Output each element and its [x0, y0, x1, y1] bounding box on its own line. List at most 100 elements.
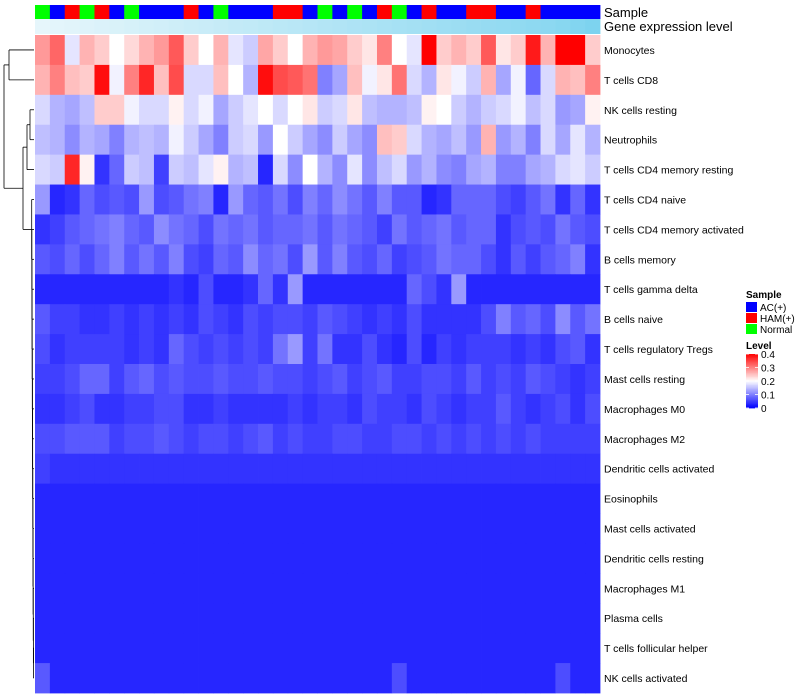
heatmap-cell — [213, 663, 229, 694]
heatmap-cell — [317, 274, 333, 305]
sample-annotation-cell — [183, 5, 199, 19]
heatmap-cell — [391, 423, 408, 455]
heatmap-cell — [79, 543, 95, 574]
sample-annotation-cell — [376, 5, 393, 19]
heatmap-cell — [481, 393, 497, 425]
heatmap-cell — [540, 214, 556, 245]
heatmap-cell — [272, 334, 289, 365]
heatmap-cell — [555, 35, 571, 66]
heatmap-cell — [451, 513, 467, 544]
heatmap-cell — [183, 35, 199, 66]
heatmap-cell — [228, 453, 244, 485]
heatmap-cell — [495, 184, 512, 215]
heatmap-cell — [258, 35, 274, 66]
heatmap-cell — [168, 64, 185, 96]
heatmap-cell — [109, 334, 125, 365]
colorbar-segment — [746, 398, 758, 401]
heatmap-cell — [376, 35, 393, 66]
heatmap-cell — [510, 184, 527, 215]
heatmap-cell — [109, 154, 125, 185]
heatmap-cell — [481, 94, 497, 126]
colorbar-segment — [746, 405, 758, 408]
heatmap-cell — [272, 364, 289, 395]
heatmap-cell — [555, 334, 571, 365]
colorbar-segment — [746, 375, 758, 378]
heatmap-cell — [436, 334, 452, 365]
heatmap-cell — [525, 274, 541, 305]
heatmap-cell — [287, 633, 304, 664]
heatmap-cell — [35, 274, 51, 305]
heatmap-cell — [243, 304, 259, 335]
heatmap-cell — [540, 663, 556, 694]
heatmap-cell — [302, 453, 318, 485]
heatmap-cell — [466, 393, 482, 425]
heatmap-cell — [258, 573, 274, 604]
heatmap-cell — [287, 334, 304, 365]
heatmap-cell — [585, 453, 601, 485]
heatmap-cell — [481, 184, 497, 215]
heatmap-cell — [213, 244, 229, 275]
heatmap-cell — [109, 274, 125, 305]
heatmap-cell — [347, 603, 363, 634]
heatmap-cell — [198, 423, 214, 455]
heatmap-cell — [347, 364, 363, 395]
sample-annotation-cell — [287, 5, 304, 19]
heatmap-cell — [64, 334, 81, 365]
heatmap-cell — [302, 304, 318, 335]
heatmap-cell — [555, 543, 571, 574]
heatmap-cell — [243, 244, 259, 275]
heatmap-cell — [258, 274, 274, 305]
heatmap-cell — [153, 304, 170, 335]
heatmap-cell — [287, 244, 304, 275]
heatmap-cell — [406, 64, 422, 96]
heatmap-cell — [109, 483, 125, 514]
heatmap-cell — [451, 453, 467, 485]
heatmap-cell — [406, 573, 422, 604]
expression-annotation-cell — [49, 19, 66, 34]
expression-annotation-cell — [525, 19, 541, 34]
heatmap-cell — [79, 94, 95, 126]
heatmap-cell — [198, 304, 214, 335]
heatmap-cell — [243, 573, 259, 604]
heatmap-cell — [317, 663, 333, 694]
heatmap-cell — [540, 543, 556, 574]
heatmap-cell — [243, 603, 259, 634]
heatmap-cell — [94, 94, 110, 126]
heatmap-cell — [287, 94, 304, 126]
heatmap-cell — [570, 603, 586, 634]
expression-annotation-cell — [317, 19, 333, 34]
heatmap-cell — [168, 334, 185, 365]
heatmap-cell — [451, 483, 467, 514]
heatmap-cell — [555, 633, 571, 664]
heatmap-cell — [153, 244, 170, 275]
heatmap-cell — [481, 483, 497, 514]
heatmap-cell — [228, 573, 244, 604]
heatmap-cell — [495, 244, 512, 275]
heatmap-cell — [451, 274, 467, 305]
heatmap-cell — [376, 304, 393, 335]
heatmap-cell — [362, 393, 378, 425]
heatmap-cell — [332, 64, 348, 96]
heatmap-cell — [79, 334, 95, 365]
heatmap-cell — [347, 393, 363, 425]
heatmap-cell — [287, 184, 304, 215]
heatmap-cell — [332, 214, 348, 245]
expression-annotation-cell — [466, 19, 482, 34]
heatmap-cell — [540, 453, 556, 485]
heatmap-cell — [585, 393, 601, 425]
heatmap-cell — [64, 274, 81, 305]
sample-annotation-cell — [585, 5, 601, 19]
heatmap-cell — [317, 603, 333, 634]
heatmap-cell — [183, 304, 199, 335]
heatmap-cell — [451, 124, 467, 156]
heatmap-cell — [213, 64, 229, 96]
heatmap-cell — [35, 64, 51, 96]
heatmap-cell — [139, 364, 155, 395]
heatmap-cell — [525, 94, 541, 126]
heatmap-cell — [436, 603, 452, 634]
heatmap-cell — [555, 214, 571, 245]
heatmap-cell — [436, 573, 452, 604]
colorbar-segment — [746, 356, 758, 359]
sample-annotation-cell — [109, 5, 125, 19]
heatmap-cell — [495, 334, 512, 365]
